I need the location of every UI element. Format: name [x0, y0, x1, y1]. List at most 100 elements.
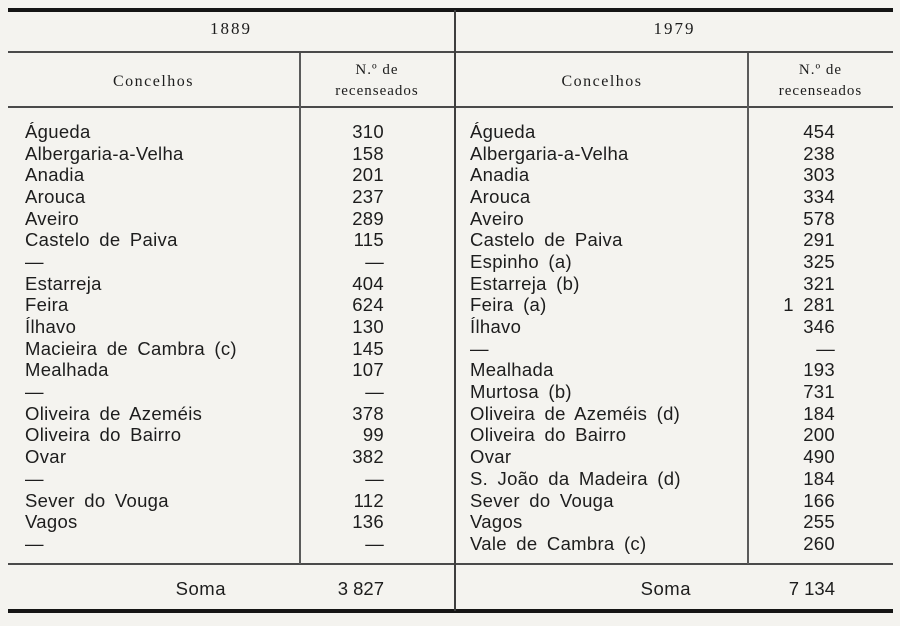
- concelho-name: Espinho (a): [470, 250, 572, 272]
- recenseados-value: 201: [352, 164, 384, 186]
- table-row: Anadia 303: [457, 164, 893, 186]
- recenseados-value: 184: [803, 467, 835, 489]
- concelho-name: Albergaria-a-Velha: [470, 142, 629, 164]
- concelho-name: Águeda: [470, 120, 536, 142]
- recenseados-value: 158: [352, 142, 384, 164]
- table-row: Anadia 201: [8, 164, 454, 186]
- concelho-name: Castelo de Paiva: [25, 229, 178, 251]
- concelho-name: Aveiro: [25, 207, 79, 229]
- recenseados-column-header: N.º de recenseados: [300, 60, 454, 102]
- table-row: Feira 624: [8, 294, 454, 317]
- recenseados-value: 578: [803, 207, 835, 229]
- table-row: Castelo de Paiva 291: [457, 229, 893, 251]
- table-row: Macieira de Cambra (c) 145: [8, 338, 454, 360]
- table-row: Estarreja (b) 321: [457, 273, 893, 295]
- recenseados-value: 346: [803, 316, 835, 338]
- recenseados-value: 303: [803, 164, 835, 186]
- concelho-name: Feira: [25, 294, 69, 316]
- soma-value: 3 827: [337, 578, 384, 599]
- under-year-rule: [8, 51, 893, 53]
- recenseados-value: 289: [352, 207, 384, 229]
- table-row: Albergaria-a-Velha 158: [8, 143, 454, 165]
- table-row: Águeda 454: [457, 121, 893, 143]
- table-row: Oliveira do Bairro 99: [8, 424, 454, 447]
- recenseados-value: 624: [352, 294, 384, 316]
- above-soma-rule: [8, 563, 893, 565]
- recenseados-value: 321: [803, 272, 835, 294]
- concelho-name: Ílhavo: [25, 316, 77, 338]
- table-row: Ovar 382: [8, 446, 454, 468]
- table-row: — —: [8, 533, 454, 555]
- table-row: Águeda 310: [8, 121, 454, 143]
- table-row: — —: [8, 251, 454, 273]
- concelho-name: Mealhada: [470, 359, 554, 381]
- recenseados-value: 731: [803, 381, 835, 403]
- concelho-name: Anadia: [470, 164, 530, 186]
- table-row: Castelo de Paiva 115: [8, 229, 454, 251]
- recenseados-value: 112: [353, 489, 384, 511]
- recenseados-value: —: [365, 381, 384, 403]
- recenseados-value: 238: [803, 142, 835, 164]
- soma-row-1889: Soma 3 827: [8, 577, 454, 601]
- concelho-name: Murtosa (b): [470, 381, 572, 403]
- year-header-1889: 1889: [210, 19, 252, 38]
- soma-value: 7 134: [788, 578, 835, 599]
- concelho-name: —: [25, 381, 44, 403]
- table-row: Mealhada 193: [457, 359, 893, 382]
- concelhos-column-header: Concelhos: [561, 73, 643, 90]
- table-row: Sever do Vouga 166: [457, 490, 893, 512]
- year-header-1979: 1979: [653, 19, 696, 38]
- recenseados-header-line1: N.º de: [798, 62, 843, 78]
- table-row: Ílhavo 346: [457, 316, 893, 338]
- concelho-name: Estarreja (b): [470, 272, 580, 294]
- table-row: Oliveira de Azeméis (d) 184: [457, 403, 893, 425]
- recenseados-value: 454: [803, 120, 835, 142]
- concelho-name: Ílhavo: [470, 316, 522, 338]
- recenseados-value: 130: [352, 316, 384, 338]
- soma-label: Soma: [175, 578, 226, 599]
- concelho-name: Sever do Vouga: [470, 489, 614, 511]
- table-row: Ovar 490: [457, 446, 893, 468]
- concelho-name: Oliveira de Azeméis (d): [470, 402, 681, 424]
- concelho-name: —: [25, 250, 44, 272]
- recenseados-value: 237: [352, 185, 384, 207]
- concelho-name: Aveiro: [470, 207, 524, 229]
- recenseados-value: —: [816, 337, 835, 359]
- concelho-name: Oliveira do Bairro: [25, 424, 182, 446]
- table-row: Espinho (a) 325: [457, 251, 893, 273]
- recenseados-value: 193: [803, 359, 835, 381]
- recenseados-value: —: [365, 467, 384, 489]
- table-row: — —: [457, 338, 893, 360]
- recenseados-value: 115: [353, 229, 384, 251]
- concelho-name: Oliveira de Azeméis: [25, 402, 203, 424]
- table-row: Murtosa (b) 731: [457, 381, 893, 403]
- concelho-name: —: [25, 532, 44, 554]
- concelho-name: Vale de Cambra (c): [470, 532, 647, 554]
- recenseados-value: —: [365, 532, 384, 554]
- table-row: Vagos 136: [8, 511, 454, 533]
- concelho-name: Anadia: [25, 164, 85, 186]
- left-table-column-divider: [299, 53, 301, 564]
- recenseados-value: 310: [352, 120, 384, 142]
- concelho-name: Feira (a): [470, 294, 547, 316]
- concelho-name: Vagos: [25, 511, 78, 533]
- recenseados-value: 382: [352, 446, 384, 468]
- concelho-name: Castelo de Paiva: [470, 229, 623, 251]
- recenseados-value: 378: [352, 402, 384, 424]
- concelho-name: Ovar: [25, 446, 67, 468]
- recenseados-value: 107: [352, 359, 384, 381]
- concelho-name: Albergaria-a-Velha: [25, 142, 184, 164]
- concelho-name: S. João da Madeira (d): [470, 467, 681, 489]
- table-row: Vagos 255: [457, 511, 893, 533]
- recenseados-value: —: [365, 250, 384, 272]
- table-row: Aveiro 289: [8, 208, 454, 230]
- table-row: Feira (a) 1 281: [457, 294, 893, 317]
- recenseados-value: 334: [803, 185, 835, 207]
- recenseados-value: 490: [803, 446, 835, 468]
- table-body-1979: Águeda 454 Albergaria-a-Velha 238 Anadia 303 A…: [457, 121, 893, 555]
- concelho-name: Arouca: [25, 185, 86, 207]
- recenseados-value: 200: [803, 424, 835, 446]
- table-row: Sever do Vouga 112: [8, 490, 454, 512]
- table-row: Aveiro 578: [457, 208, 893, 230]
- concelho-name: Macieira de Cambra (c): [25, 337, 237, 359]
